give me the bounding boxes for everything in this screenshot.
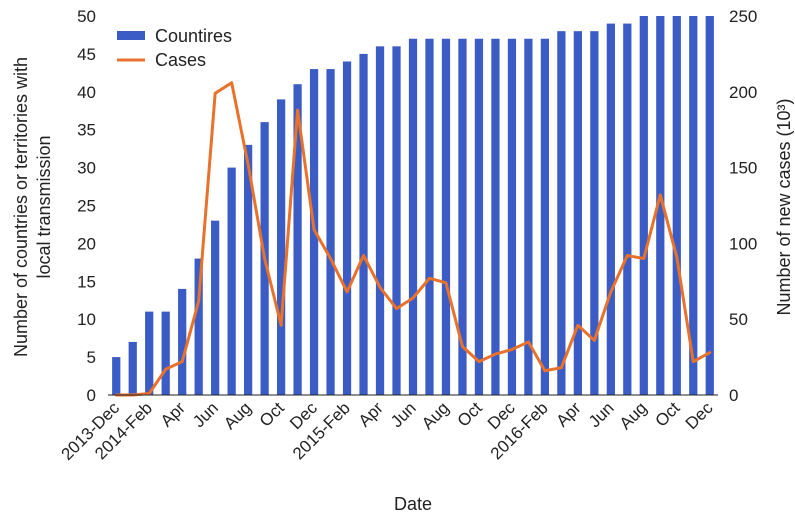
countries-bar (474, 38, 484, 396)
countries-bar (178, 288, 187, 395)
countries-bar (194, 258, 203, 395)
left-y-tick-label: 50 (77, 7, 96, 26)
x-tick-label: Jun (387, 398, 420, 431)
countries-bars (112, 16, 714, 396)
countries-bar (524, 38, 533, 396)
countries-bar (145, 311, 154, 395)
countries-bar (507, 38, 517, 396)
x-tick-label: Aug (418, 398, 453, 433)
left-y-tick-label: 40 (77, 83, 96, 102)
left-y-tick-label: 20 (77, 234, 96, 253)
countries-bar (425, 38, 434, 396)
countries-bar (276, 99, 286, 395)
x-tick-label: Jun (585, 398, 618, 431)
left-y-tick-label: 5 (87, 348, 96, 367)
countries-bar (590, 31, 599, 395)
countries-bar (672, 16, 681, 395)
countries-bar (689, 16, 698, 395)
countries-bar (623, 23, 632, 396)
countries-bar (458, 38, 467, 396)
countries-bar (557, 31, 566, 395)
x-tick-label: Aug (616, 398, 651, 433)
countries-bar (441, 38, 451, 396)
countries-bar (359, 53, 368, 396)
cases-line (114, 81, 712, 397)
countries-bar (408, 38, 418, 396)
right-y-tick-label: 250 (729, 7, 757, 26)
countries-bar (161, 311, 170, 395)
left-y-axis-title-line-2: local transmission (34, 135, 54, 278)
x-axis-title: Date (394, 494, 432, 514)
countries-bar (606, 23, 615, 396)
right-y-tick-label: 50 (729, 310, 748, 329)
countries-bar (342, 61, 352, 395)
left-y-tick-label: 45 (77, 45, 96, 64)
cases-line-layer (114, 81, 712, 397)
countries-bar (540, 38, 550, 396)
x-tick-label: Oct (454, 398, 486, 430)
countries-bar (227, 167, 236, 395)
countries-bar (211, 220, 220, 395)
countries-bar (128, 341, 137, 395)
left-y-tick-label: 25 (77, 197, 96, 216)
x-tick-label: Oct (651, 398, 683, 430)
countries-bar (573, 31, 582, 395)
countries-bar (392, 46, 401, 395)
left-y-axis-ticks: 0 5 10 15 20 25 30 35 40 45 50 (77, 7, 96, 405)
x-tick-label: Jun (189, 398, 222, 431)
countries-bar (491, 38, 500, 396)
legend-label-countires: Countires (155, 26, 232, 46)
countries-bar (656, 16, 665, 395)
x-tick-label: Apr (355, 398, 387, 430)
left-y-tick-label: 35 (77, 121, 96, 140)
legend-label-cases: Cases (155, 50, 206, 70)
legend: Countires Cases (117, 26, 232, 70)
right-y-axis-title: Number of new cases (10³) (774, 98, 794, 315)
countries-bar (293, 84, 302, 395)
countries-bar (375, 46, 385, 395)
countries-bar (639, 16, 648, 395)
left-y-tick-label: 10 (77, 310, 96, 329)
x-tick-label: Oct (256, 398, 288, 430)
right-y-tick-label: 100 (729, 234, 757, 253)
x-tick-label: Apr (553, 398, 585, 430)
countries-bar (244, 144, 253, 395)
left-y-tick-label: 30 (77, 159, 96, 178)
x-tick-label: Apr (157, 398, 189, 430)
countries-bar (326, 69, 335, 395)
right-y-tick-label: 150 (729, 159, 757, 178)
x-tick-label: Dec (682, 398, 717, 433)
right-y-tick-label: 200 (729, 83, 757, 102)
x-tick-label: Aug (220, 398, 255, 433)
right-y-axis-ticks: 0 50 100 150 200 250 (729, 7, 757, 405)
countries-bar (705, 16, 714, 395)
legend-swatch-countires (117, 31, 145, 40)
right-y-tick-label: 0 (729, 386, 738, 405)
countries-bar (112, 357, 121, 395)
left-y-axis-title-line-1: Number of countries or territories with (11, 57, 31, 357)
left-y-tick-label: 0 (87, 386, 96, 405)
left-y-tick-label: 15 (77, 272, 96, 291)
